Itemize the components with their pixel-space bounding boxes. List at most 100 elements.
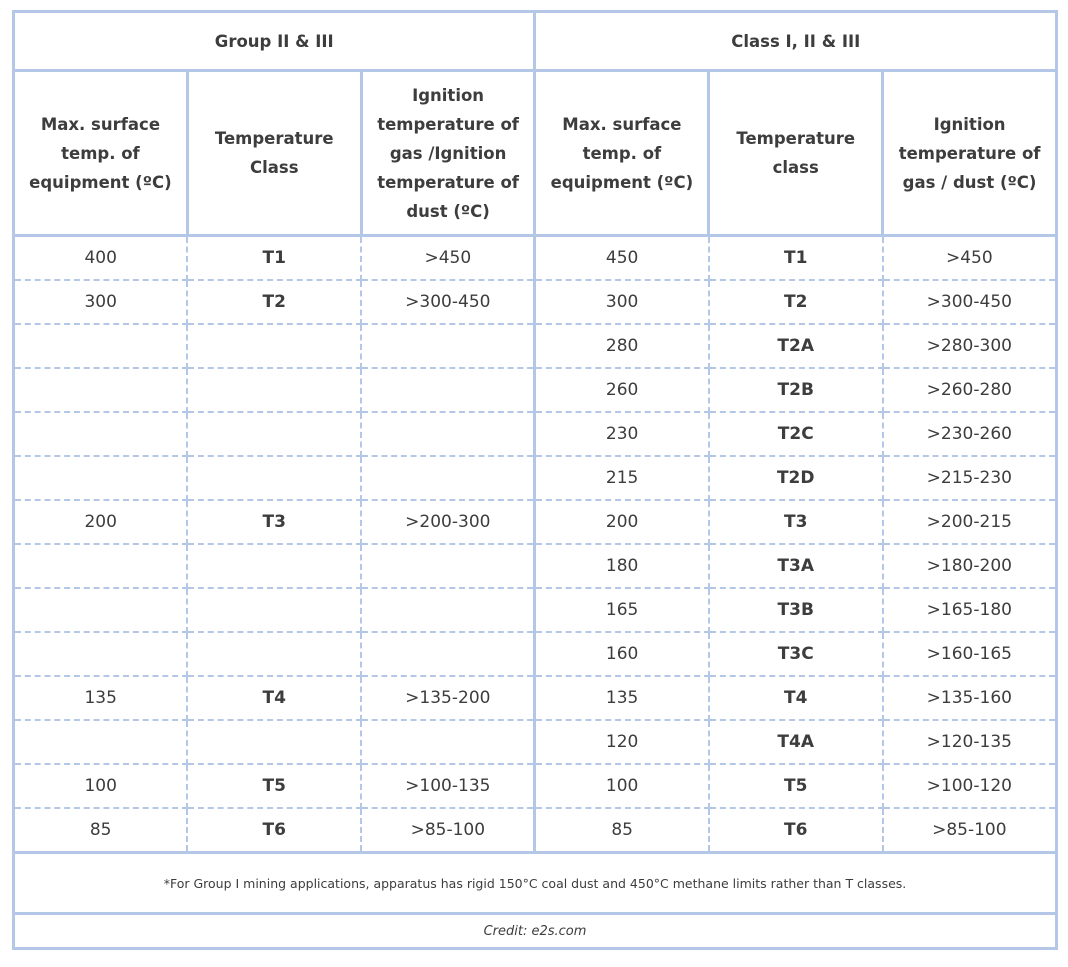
ignition-temp-cell: >135-200 bbox=[360, 675, 537, 721]
ignition-temp-cell bbox=[360, 411, 537, 457]
column-header: Temperature Class bbox=[185, 69, 363, 237]
max-surface-temp-cell bbox=[12, 455, 189, 501]
ignition-temp-cell bbox=[360, 587, 537, 633]
column-header: Ignition temperature of gas / dust (ºC) bbox=[881, 69, 1058, 237]
temp-class-cell bbox=[186, 323, 363, 369]
ignition-temp-cell bbox=[360, 455, 537, 501]
temp-class-cell: T3B bbox=[707, 587, 884, 633]
credit: Credit: e2s.com bbox=[12, 912, 1058, 950]
temp-class-cell: T3 bbox=[707, 499, 884, 545]
temp-class-cell: T4 bbox=[186, 675, 363, 721]
ignition-temp-cell bbox=[360, 323, 537, 369]
max-surface-temp-cell bbox=[12, 543, 189, 589]
temp-class-cell: T6 bbox=[186, 807, 363, 854]
max-surface-temp-cell: 135 bbox=[12, 675, 189, 721]
max-surface-temp-cell: 200 bbox=[12, 499, 189, 545]
max-surface-temp-cell bbox=[12, 719, 189, 765]
temp-class-cell: T5 bbox=[707, 763, 884, 809]
ignition-temp-cell: >200-215 bbox=[881, 499, 1058, 545]
column-header: Max. surface temp. of equipment (ºC) bbox=[533, 69, 711, 237]
temp-class-cell: T6 bbox=[707, 807, 884, 854]
ignition-temp-cell: >160-165 bbox=[881, 631, 1058, 677]
max-surface-temp-cell: 120 bbox=[533, 719, 710, 765]
temp-class-cell: T1 bbox=[707, 234, 884, 281]
temp-class-cell: T3 bbox=[186, 499, 363, 545]
temp-class-cell: T1 bbox=[186, 234, 363, 281]
table-row: 200 T3 >200-300 200 T3 >200-215 bbox=[12, 499, 1058, 545]
temp-class-cell: T4A bbox=[707, 719, 884, 765]
ignition-temp-cell: >450 bbox=[360, 234, 537, 281]
ignition-temp-cell: >280-300 bbox=[881, 323, 1058, 369]
ignition-temp-cell: >300-450 bbox=[360, 279, 537, 325]
table-row: 135 T4 >135-200 135 T4 >135-160 bbox=[12, 675, 1058, 721]
max-surface-temp-cell: 260 bbox=[533, 367, 710, 413]
footnote: *For Group I mining applications, appara… bbox=[12, 851, 1058, 915]
temp-class-cell: T2D bbox=[707, 455, 884, 501]
max-surface-temp-cell: 100 bbox=[533, 763, 710, 809]
ignition-temp-cell: >100-135 bbox=[360, 763, 537, 809]
ignition-temp-cell: >85-100 bbox=[360, 807, 537, 854]
max-surface-temp-cell: 300 bbox=[12, 279, 189, 325]
ignition-temp-cell: >215-230 bbox=[881, 455, 1058, 501]
table-row: 100 T5 >100-135 100 T5 >100-120 bbox=[12, 763, 1058, 809]
temp-class-cell: T3C bbox=[707, 631, 884, 677]
max-surface-temp-cell bbox=[12, 631, 189, 677]
ignition-temp-cell: >165-180 bbox=[881, 587, 1058, 633]
ignition-temp-cell: >85-100 bbox=[881, 807, 1058, 854]
ignition-temp-cell bbox=[360, 631, 537, 677]
table-row: 260 T2B >260-280 bbox=[12, 367, 1058, 413]
ignition-temp-cell: >120-135 bbox=[881, 719, 1058, 765]
ignition-temp-cell: >180-200 bbox=[881, 543, 1058, 589]
max-surface-temp-cell: 230 bbox=[533, 411, 710, 457]
temp-class-cell: T2A bbox=[707, 323, 884, 369]
temp-class-cell: T2B bbox=[707, 367, 884, 413]
max-surface-temp-cell: 280 bbox=[533, 323, 710, 369]
temp-class-cell: T4 bbox=[707, 675, 884, 721]
ignition-temp-cell: >450 bbox=[881, 234, 1058, 281]
ignition-temp-cell: >100-120 bbox=[881, 763, 1058, 809]
max-surface-temp-cell: 165 bbox=[533, 587, 710, 633]
table-row: 400 T1 >450 450 T1 >450 bbox=[12, 234, 1058, 281]
max-surface-temp-cell: 450 bbox=[533, 234, 710, 281]
column-header: Max. surface temp. of equipment (ºC) bbox=[12, 69, 189, 237]
ignition-temp-cell: >230-260 bbox=[881, 411, 1058, 457]
table-row: 85 T6 >85-100 85 T6 >85-100 bbox=[12, 807, 1058, 854]
max-surface-temp-cell bbox=[12, 587, 189, 633]
ignition-temp-cell: >200-300 bbox=[360, 499, 537, 545]
column-header: Temperature class bbox=[707, 69, 885, 237]
temp-class-cell bbox=[186, 719, 363, 765]
max-surface-temp-cell: 200 bbox=[533, 499, 710, 545]
table-row: 180 T3A >180-200 bbox=[12, 543, 1058, 589]
table-row: 120 T4A >120-135 bbox=[12, 719, 1058, 765]
max-surface-temp-cell: 215 bbox=[533, 455, 710, 501]
ignition-temp-cell: >300-450 bbox=[881, 279, 1058, 325]
table-row: 215 T2D >215-230 bbox=[12, 455, 1058, 501]
table-row: 300 T2 >300-450 300 T2 >300-450 bbox=[12, 279, 1058, 325]
temp-class-cell: T3A bbox=[707, 543, 884, 589]
group-header: Group II & III bbox=[11, 10, 537, 72]
temp-class-cell bbox=[186, 411, 363, 457]
table-row: 230 T2C >230-260 bbox=[12, 411, 1058, 457]
table-row: 160 T3C >160-165 bbox=[12, 631, 1058, 677]
max-surface-temp-cell: 85 bbox=[533, 807, 710, 854]
ignition-temp-cell bbox=[360, 543, 537, 589]
ignition-temp-cell bbox=[360, 367, 537, 413]
column-header: Ignition temperature of gas /Ignition te… bbox=[359, 69, 537, 237]
temp-class-cell bbox=[186, 455, 363, 501]
max-surface-temp-cell: 100 bbox=[12, 763, 189, 809]
max-surface-temp-cell: 400 bbox=[12, 234, 189, 281]
max-surface-temp-cell bbox=[12, 323, 189, 369]
temp-class-cell bbox=[186, 367, 363, 413]
max-surface-temp-cell: 85 bbox=[12, 807, 189, 854]
temperature-class-table: Group II & III Class I, II & III Max. su… bbox=[11, 10, 1058, 950]
table-row: 280 T2A >280-300 bbox=[12, 323, 1058, 369]
temp-class-cell: T2 bbox=[186, 279, 363, 325]
max-surface-temp-cell bbox=[12, 367, 189, 413]
table-row: 165 T3B >165-180 bbox=[12, 587, 1058, 633]
temp-class-cell: T5 bbox=[186, 763, 363, 809]
max-surface-temp-cell: 135 bbox=[533, 675, 710, 721]
max-surface-temp-cell bbox=[12, 411, 189, 457]
temp-class-cell bbox=[186, 543, 363, 589]
class-header: Class I, II & III bbox=[533, 10, 1058, 72]
ignition-temp-cell bbox=[360, 719, 537, 765]
